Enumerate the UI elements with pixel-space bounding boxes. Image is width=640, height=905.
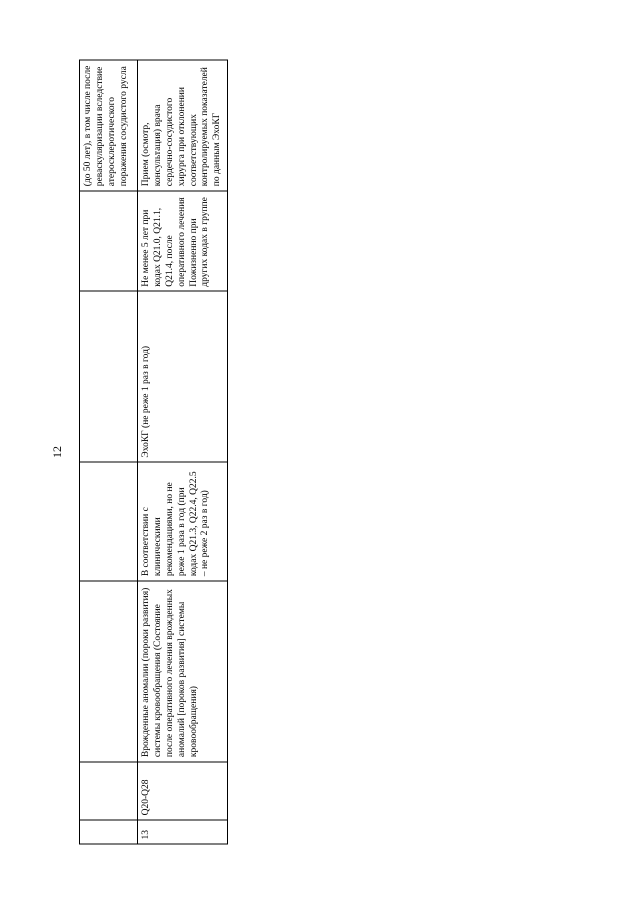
cell: [80, 462, 138, 581]
table-row: 13 Q20-Q28 Врожденные аномалии (пороки р…: [138, 60, 228, 844]
cell: Не менее 5 лет при кодах Q21.0, Q21.1, Q…: [138, 191, 228, 292]
cell: 13: [138, 820, 228, 844]
cell: Q20-Q28: [138, 762, 228, 820]
cell: Прием (осмотр, консультация) врача серде…: [138, 60, 228, 191]
cell: ЭхоКГ (не реже 1 раз в год): [138, 291, 228, 462]
sheet: 12 (до 50 лет), в том числе после реваск…: [0, 0, 640, 905]
cell: (до 50 лет), в том числе после реваскуля…: [80, 60, 138, 191]
cell: [80, 291, 138, 462]
cell: В соответствии с клиническими рекомендац…: [138, 462, 228, 581]
page-number: 12: [50, 60, 65, 845]
page: 12 (до 50 лет), в том числе после реваск…: [0, 0, 640, 905]
cell: [80, 581, 138, 762]
table-row: (до 50 лет), в том числе после реваскуля…: [80, 60, 138, 844]
cell: [80, 762, 138, 820]
rotated-container: 12 (до 50 лет), в том числе после реваск…: [0, 0, 640, 905]
cell: [80, 191, 138, 292]
cell: Врожденные аномалии (пороки развития) си…: [138, 581, 228, 762]
cell: [80, 820, 138, 844]
data-table: (до 50 лет), в том числе после реваскуля…: [79, 60, 228, 845]
